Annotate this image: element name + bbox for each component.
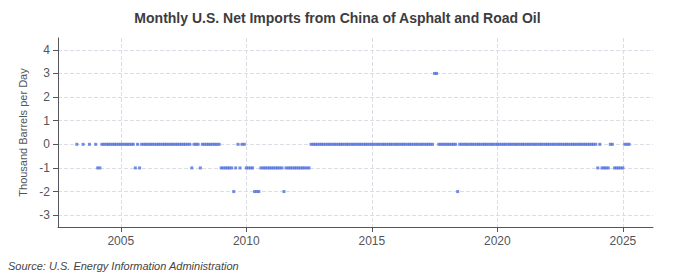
svg-text:1: 1 — [43, 114, 50, 128]
svg-text:2005: 2005 — [107, 234, 134, 248]
svg-text:2015: 2015 — [358, 234, 385, 248]
svg-text:2: 2 — [43, 90, 50, 104]
svg-text:2025: 2025 — [610, 234, 637, 248]
svg-text:Thousand Barrels per Day: Thousand Barrels per Day — [17, 68, 29, 197]
svg-text:-2: -2 — [39, 185, 50, 199]
svg-text:-1: -1 — [39, 161, 50, 175]
svg-text:3: 3 — [43, 66, 50, 80]
svg-text:2020: 2020 — [484, 234, 511, 248]
svg-text:-3: -3 — [39, 208, 50, 222]
svg-text:4: 4 — [43, 43, 50, 57]
svg-text:Monthly U.S. Net Imports from: Monthly U.S. Net Imports from China of A… — [134, 10, 540, 26]
svg-text:0: 0 — [43, 137, 50, 151]
svg-text:2010: 2010 — [233, 234, 260, 248]
svg-text:Source: U.S. Energy Informatio: Source: U.S. Energy Information Administ… — [8, 260, 239, 272]
